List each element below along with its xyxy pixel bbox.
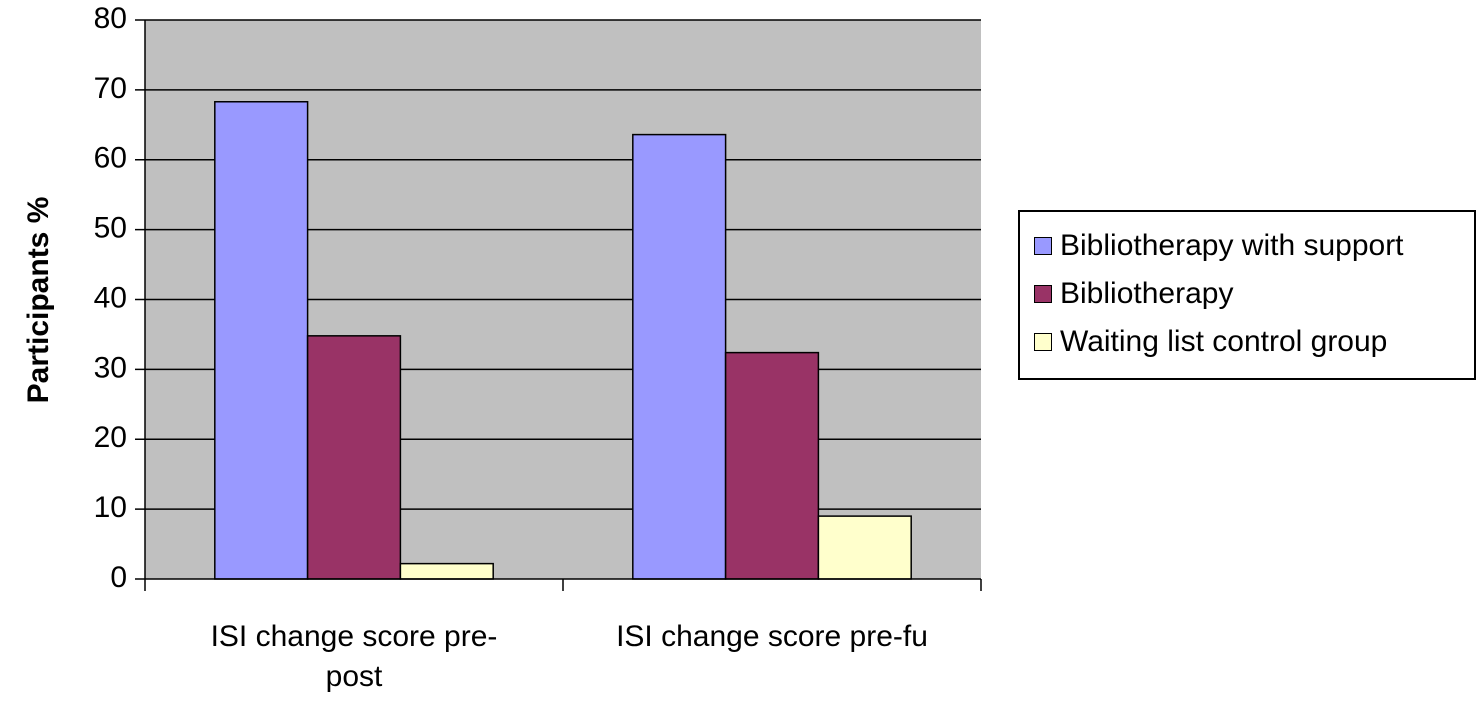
bar	[724, 351, 820, 580]
bar	[399, 562, 494, 580]
x-category-label: ISI change score pre-fu	[616, 620, 928, 653]
bar	[214, 101, 309, 580]
y-tick-label: 60	[94, 142, 127, 175]
x-category-label: ISI change score pre-	[211, 620, 498, 653]
y-tick-label: 10	[94, 491, 127, 524]
y-tick-labels: 0 10 20 30 40 50 60 70 80	[94, 2, 127, 594]
y-tick-label: 0	[110, 561, 127, 594]
y-tick-label: 20	[94, 421, 127, 454]
bar	[632, 133, 727, 580]
legend-swatch	[1034, 285, 1052, 303]
y-tick-label: 40	[94, 281, 127, 314]
legend-label: Bibliotherapy with support	[1060, 229, 1404, 262]
legend-item: Bibliotherapy with support	[1034, 222, 1474, 270]
legend-label: Waiting list control group	[1060, 325, 1388, 358]
legend-item: Bibliotherapy	[1034, 270, 1474, 318]
x-tick-labels: ISI change score pre-post ISI change scor…	[211, 620, 928, 693]
y-tick-label: 80	[94, 2, 127, 35]
y-tick-label: 30	[94, 351, 127, 384]
y-tick-label: 50	[94, 212, 127, 245]
legend-label: Bibliotherapy	[1060, 277, 1234, 310]
y-axis-title: Participants %	[22, 197, 55, 404]
legend-item: Waiting list control group	[1034, 318, 1474, 366]
axes	[135, 19, 982, 591]
bar	[306, 335, 402, 580]
bars	[214, 101, 912, 580]
legend-swatch	[1034, 237, 1052, 255]
y-tick-label: 70	[94, 72, 127, 105]
legend: Bibliotherapy with support Bibliotherapy…	[1018, 210, 1476, 380]
bar	[817, 515, 912, 580]
legend-swatch	[1034, 333, 1052, 351]
x-category-label: post	[326, 660, 383, 693]
